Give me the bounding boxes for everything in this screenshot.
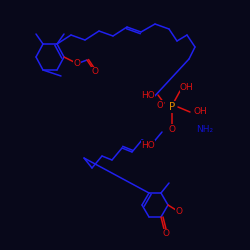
Text: P: P <box>169 102 175 112</box>
Text: OH: OH <box>194 108 208 116</box>
Text: O: O <box>168 124 175 134</box>
Text: O: O <box>157 100 163 110</box>
Text: O: O <box>162 230 170 238</box>
Text: O: O <box>176 208 182 216</box>
Text: O: O <box>74 58 80 68</box>
Text: HO: HO <box>141 90 155 100</box>
Text: OH: OH <box>180 82 194 92</box>
Text: NH₂: NH₂ <box>196 126 213 134</box>
Text: HO: HO <box>141 140 155 149</box>
Text: O: O <box>92 68 98 76</box>
